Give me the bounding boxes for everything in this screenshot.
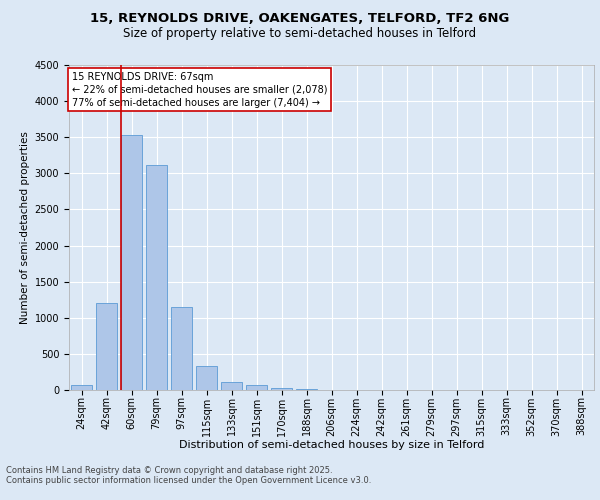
Bar: [271, 388, 292, 390]
Text: Contains HM Land Registry data © Crown copyright and database right 2025.
Contai: Contains HM Land Registry data © Crown c…: [6, 466, 371, 485]
Bar: [121, 135, 142, 390]
Bar: [246, 386, 267, 390]
Y-axis label: Number of semi-detached properties: Number of semi-detached properties: [20, 131, 31, 324]
Bar: [221, 382, 242, 390]
Bar: [146, 166, 167, 390]
X-axis label: Distribution of semi-detached houses by size in Telford: Distribution of semi-detached houses by …: [179, 440, 484, 450]
Text: Size of property relative to semi-detached houses in Telford: Size of property relative to semi-detach…: [124, 28, 476, 40]
Bar: [96, 302, 117, 390]
Bar: [196, 366, 217, 390]
Bar: [71, 384, 92, 390]
Text: 15 REYNOLDS DRIVE: 67sqm
← 22% of semi-detached houses are smaller (2,078)
77% o: 15 REYNOLDS DRIVE: 67sqm ← 22% of semi-d…: [71, 72, 327, 108]
Bar: [171, 307, 192, 390]
Bar: [296, 389, 317, 390]
Text: 15, REYNOLDS DRIVE, OAKENGATES, TELFORD, TF2 6NG: 15, REYNOLDS DRIVE, OAKENGATES, TELFORD,…: [91, 12, 509, 26]
